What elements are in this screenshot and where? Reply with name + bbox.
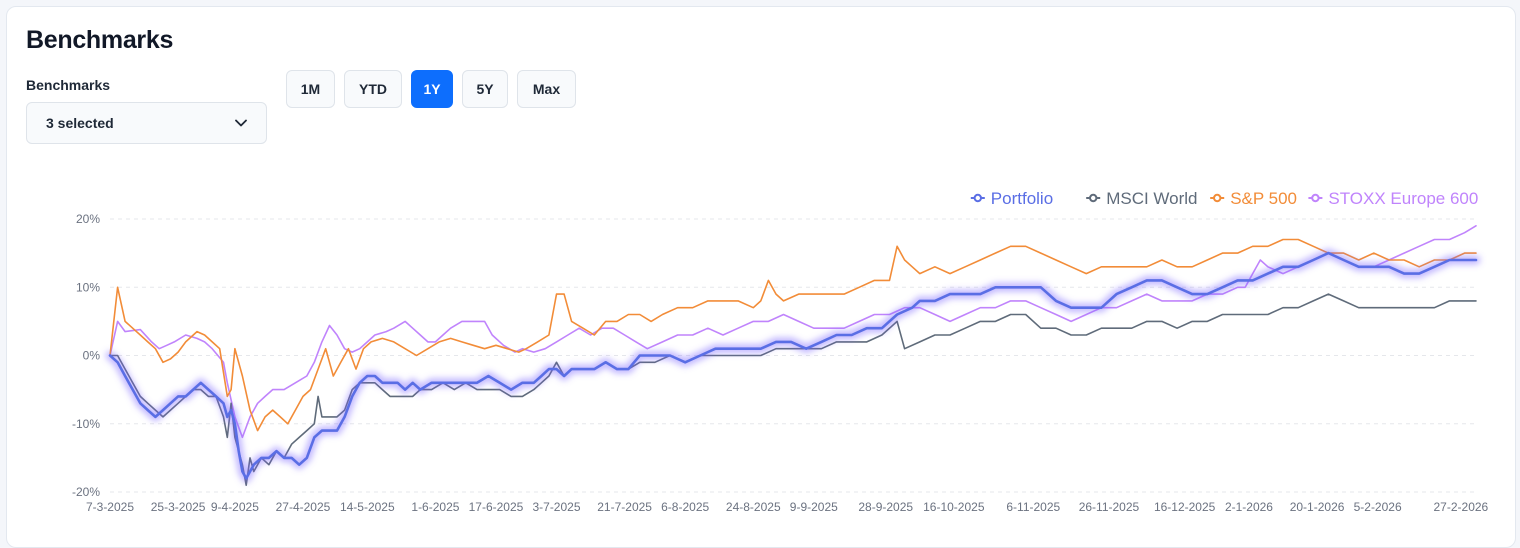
legend-dot-marker	[973, 193, 982, 203]
legend-label: STOXX Europe 600	[1328, 189, 1478, 208]
x-tick-label: 20-1-2026	[1290, 500, 1345, 514]
legend-item[interactable]: S&P 500	[1210, 189, 1297, 208]
legend-item[interactable]: MSCI World	[1086, 189, 1198, 208]
x-tick-label: 16-12-2025	[1154, 500, 1216, 514]
x-tick-label: 6-11-2025	[1006, 500, 1060, 514]
x-tick-label: 24-8-2025	[726, 500, 781, 514]
legend-item[interactable]: STOXX Europe 600	[1308, 189, 1478, 208]
x-tick-label: 1-6-2025	[411, 500, 459, 514]
x-tick-label: 2-1-2026	[1225, 500, 1273, 514]
series-line-stoxx-europe-600	[109, 225, 1477, 439]
range-1m-button[interactable]: 1M	[286, 70, 335, 108]
x-tick-label: 3-7-2025	[532, 500, 580, 514]
x-tick-label: 16-10-2025	[923, 500, 985, 514]
benchmarks-selected-value: 3 selected	[46, 115, 114, 131]
benchmark-chart-svg: 20% 10% 0% -10% -20%7-3-2025 25-3-2025 9-4-202…	[72, 189, 1489, 514]
legend-label: S&P 500	[1230, 189, 1297, 208]
x-tick-label: 9-4-2025	[211, 500, 259, 514]
legend-label: MSCI World	[1106, 189, 1197, 208]
series-line-portfolio	[108, 251, 1478, 480]
x-tick-label: 27-4-2025	[276, 500, 331, 514]
legend-dot-marker	[1213, 193, 1222, 203]
benchmarks-select[interactable]: 3 selected	[26, 102, 267, 144]
benchmarks-label: Benchmarks	[26, 77, 111, 93]
x-tick-label: 6-8-2025	[661, 500, 709, 514]
page-title: Benchmarks	[26, 26, 174, 54]
x-tick-label: 28-9-2025	[858, 500, 913, 514]
y-tick-label: -10%	[72, 417, 100, 431]
x-tick-label: 27-2-2026	[1434, 500, 1489, 514]
x-tick-label: 5-2-2026	[1354, 500, 1402, 514]
legend-dot-marker	[1089, 193, 1098, 203]
series-line-s-p-500	[109, 238, 1477, 432]
legend-dot-marker	[1311, 193, 1320, 203]
x-tick-label: 14-5-2025	[340, 500, 395, 514]
x-tick-label: 25-3-2025	[151, 500, 206, 514]
range-ytd-button[interactable]: YTD	[344, 70, 402, 108]
y-tick-label: -20%	[72, 485, 100, 499]
benchmark-chart: 20% 10% 0% -10% -20% 7-3-2025 25-3-2025 9-4-202…	[72, 189, 1489, 514]
x-tick-label: 21-7-2025	[597, 500, 652, 514]
x-tick-label: 26-11-2025	[1079, 500, 1140, 514]
legend-item[interactable]: Portfolio	[970, 189, 1053, 208]
range-5y-button[interactable]: 5Y	[462, 70, 508, 108]
x-tick-label: 17-6-2025	[469, 500, 524, 514]
series-line-msci-world	[109, 293, 1477, 486]
x-tick-label: 9-9-2025	[790, 500, 838, 514]
y-tick-label: 0%	[83, 349, 101, 363]
range-1y-button[interactable]: 1Y	[411, 70, 453, 108]
legend-label: Portfolio	[991, 189, 1053, 208]
y-tick-label: 20%	[76, 212, 100, 226]
range-max-button[interactable]: Max	[517, 70, 576, 108]
y-tick-label: 10%	[76, 280, 100, 294]
time-range-group: 1M YTD 1Y 5Y Max	[286, 70, 576, 108]
chevron-down-icon	[234, 116, 248, 130]
x-tick-label: 7-3-2025	[86, 500, 134, 514]
